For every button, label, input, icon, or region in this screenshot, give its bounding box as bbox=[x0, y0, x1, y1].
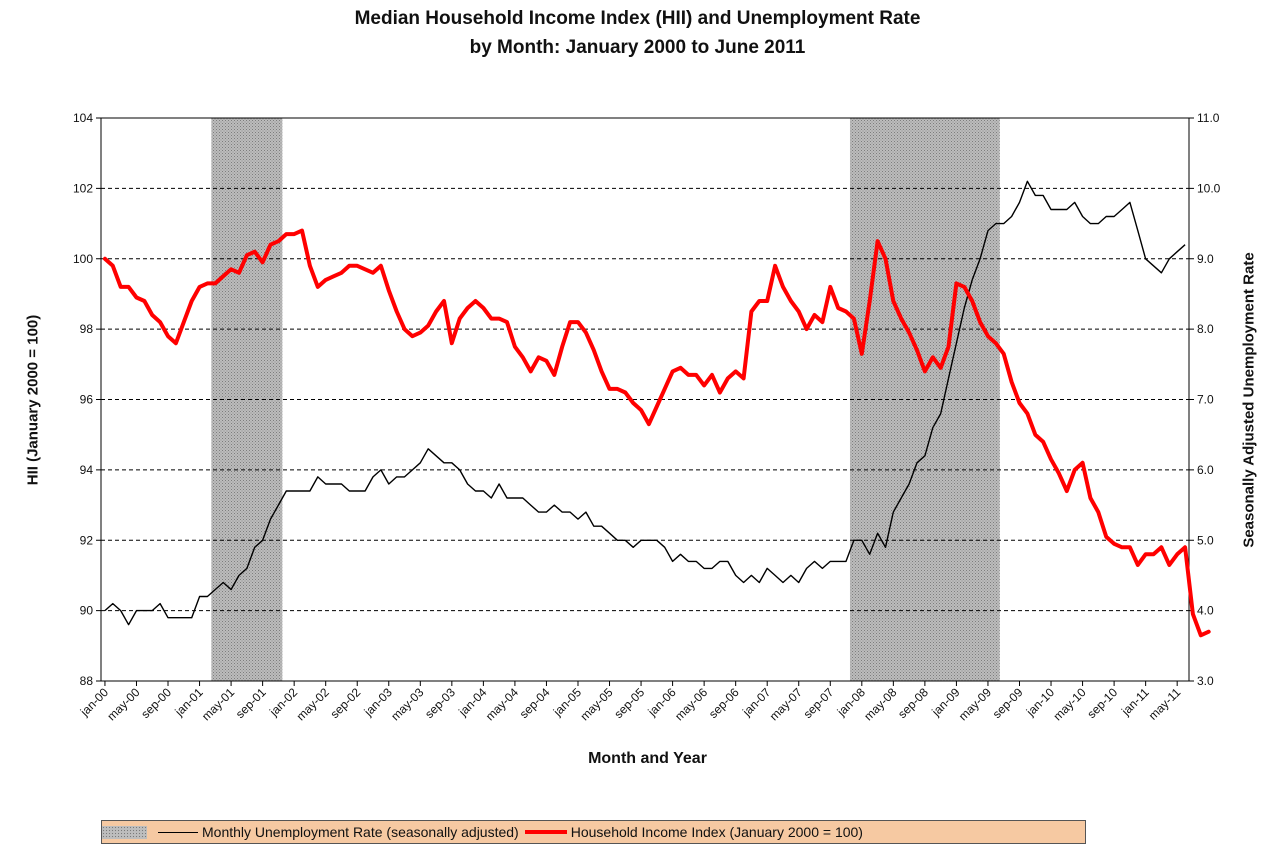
y-left-tick-label: 102 bbox=[73, 181, 93, 195]
y-right-tick-label: 3.0 bbox=[1197, 674, 1214, 688]
x-tick-label: sep-01 bbox=[233, 685, 269, 721]
chart-title-line1: Median Household Income Index (HII) and … bbox=[354, 8, 921, 29]
y-right-tick-label: 10.0 bbox=[1197, 181, 1221, 195]
legend-item-unemployment: Monthly Unemployment Rate (seasonally ad… bbox=[158, 824, 519, 840]
y-right-tick-label: 9.0 bbox=[1197, 252, 1214, 266]
y-right-tick-label: 11.0 bbox=[1197, 111, 1220, 125]
y-left-tick-label: 90 bbox=[80, 604, 94, 618]
y-left-tick-label: 96 bbox=[80, 393, 94, 407]
x-tick-label: sep-08 bbox=[895, 685, 931, 721]
legend-swatch-income bbox=[524, 830, 567, 834]
x-tick-label: sep-09 bbox=[990, 685, 1026, 721]
legend-swatch-recession bbox=[102, 825, 147, 839]
x-axis-label: Month and Year bbox=[588, 750, 707, 767]
x-tick-label: may-03 bbox=[388, 685, 426, 723]
series-line-income bbox=[102, 228, 1211, 638]
chart-legend: Monthly Unemployment Rate (seasonally ad… bbox=[101, 820, 1086, 844]
legend-label-unemployment: Monthly Unemployment Rate (seasonally ad… bbox=[202, 824, 519, 840]
y-right-tick-label: 8.0 bbox=[1197, 322, 1214, 336]
x-tick-label: may-05 bbox=[577, 685, 615, 723]
series-line-unemployment bbox=[104, 180, 1186, 626]
y-left-tick-label: 92 bbox=[80, 533, 94, 547]
x-tick-label: may-04 bbox=[483, 685, 521, 723]
x-tick-label: may-09 bbox=[956, 685, 994, 723]
x-tick-label: may-07 bbox=[767, 685, 805, 723]
x-tick-label: sep-05 bbox=[611, 685, 647, 721]
x-tick-label: may-11 bbox=[1146, 685, 1184, 723]
y-left-tick-label: 100 bbox=[73, 252, 93, 266]
y-right-tick-label: 5.0 bbox=[1197, 533, 1214, 547]
y-left-tick-label: 104 bbox=[73, 111, 93, 125]
x-tick-label: sep-00 bbox=[138, 685, 174, 721]
x-tick-label: may-02 bbox=[294, 685, 332, 723]
chart-title-line2: by Month: January 2000 to June 2011 bbox=[469, 37, 806, 58]
y-left-tick-label: 88 bbox=[80, 674, 94, 688]
legend-label-income: Household Income Index (January 2000 = 1… bbox=[570, 824, 863, 840]
legend-swatch-unemployment bbox=[158, 831, 198, 833]
x-tick-label: may-06 bbox=[672, 685, 710, 723]
y-right-tick-label: 6.0 bbox=[1197, 463, 1214, 477]
y-axis-left-label: HII (January 2000 = 100) bbox=[24, 314, 42, 486]
x-tick-label: sep-07 bbox=[801, 685, 837, 721]
x-tick-label: sep-03 bbox=[422, 685, 458, 721]
x-tick-label: sep-06 bbox=[706, 685, 742, 721]
legend-item-recession bbox=[102, 825, 152, 839]
y-left-tick-label: 98 bbox=[80, 322, 94, 336]
x-tick-label: sep-04 bbox=[517, 685, 553, 721]
x-tick-label: may-00 bbox=[104, 685, 142, 723]
y-right-tick-label: 4.0 bbox=[1197, 604, 1214, 618]
chart-title: Median Household Income Index (HII) and … bbox=[0, 4, 1275, 62]
y-axis-right-label: Seasonally Adjusted Unemployment Rate bbox=[1240, 252, 1258, 548]
x-tick-label: may-01 bbox=[199, 685, 237, 723]
x-tick-label: sep-02 bbox=[328, 685, 364, 721]
y-right-tick-label: 7.0 bbox=[1197, 393, 1214, 407]
y-left-tick-label: 94 bbox=[80, 463, 94, 477]
x-tick-label: may-08 bbox=[861, 685, 899, 723]
x-tick-label: may-10 bbox=[1050, 685, 1088, 723]
legend-item-income: Household Income Index (January 2000 = 1… bbox=[524, 824, 863, 840]
x-tick-label: sep-10 bbox=[1084, 685, 1120, 721]
